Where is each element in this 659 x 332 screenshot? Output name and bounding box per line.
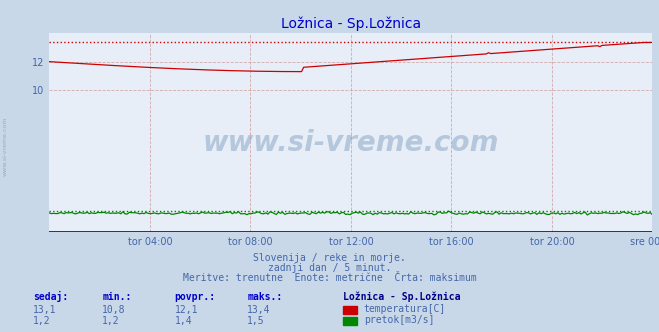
Text: 13,4: 13,4 xyxy=(247,305,271,315)
Text: 10,8: 10,8 xyxy=(102,305,126,315)
Text: pretok[m3/s]: pretok[m3/s] xyxy=(364,315,434,325)
Text: 1,5: 1,5 xyxy=(247,316,265,326)
Text: Slovenija / reke in morje.: Slovenija / reke in morje. xyxy=(253,253,406,263)
Text: povpr.:: povpr.: xyxy=(175,292,215,302)
Text: min.:: min.: xyxy=(102,292,132,302)
Text: 12,1: 12,1 xyxy=(175,305,198,315)
Text: www.si-vreme.com: www.si-vreme.com xyxy=(3,116,8,176)
Text: maks.:: maks.: xyxy=(247,292,282,302)
Text: 1,4: 1,4 xyxy=(175,316,192,326)
Text: 13,1: 13,1 xyxy=(33,305,57,315)
Text: temperatura[C]: temperatura[C] xyxy=(364,304,446,314)
Text: www.si-vreme.com: www.si-vreme.com xyxy=(203,129,499,157)
Text: zadnji dan / 5 minut.: zadnji dan / 5 minut. xyxy=(268,263,391,273)
Text: Meritve: trenutne  Enote: metrične  Črta: maksimum: Meritve: trenutne Enote: metrične Črta: … xyxy=(183,273,476,283)
Text: 1,2: 1,2 xyxy=(102,316,120,326)
Title: Ložnica - Sp.Ložnica: Ložnica - Sp.Ložnica xyxy=(281,16,421,31)
Text: sedaj:: sedaj: xyxy=(33,291,68,302)
Text: Ložnica - Sp.Ložnica: Ložnica - Sp.Ložnica xyxy=(343,292,460,302)
Text: 1,2: 1,2 xyxy=(33,316,51,326)
